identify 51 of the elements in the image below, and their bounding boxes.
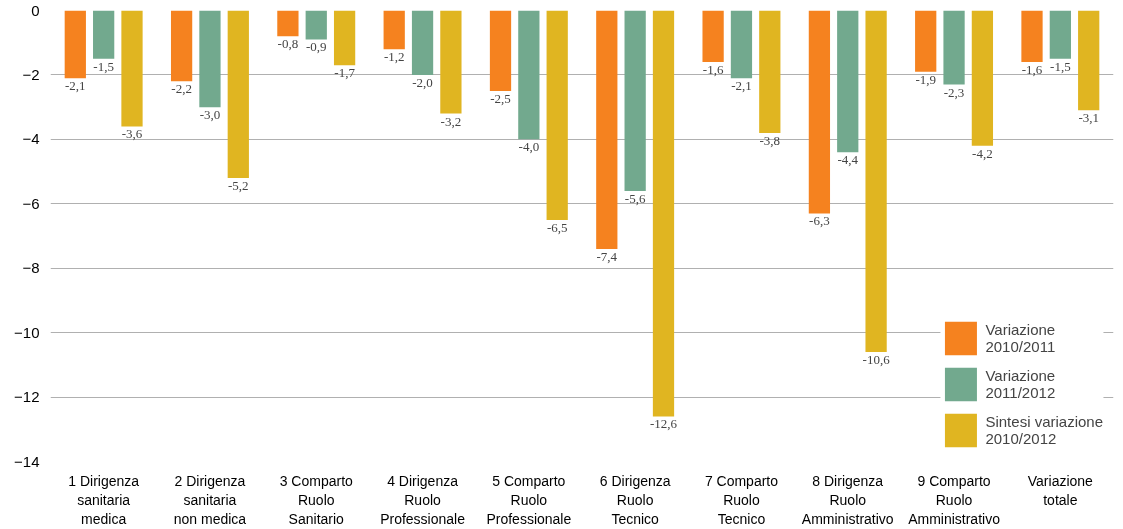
data-label: -6,3	[809, 213, 830, 229]
legend-label: Sintesi variazione 2010/2012	[985, 413, 1103, 447]
y-tick-label: −14	[14, 452, 40, 470]
y-tick-label: 0	[31, 1, 40, 19]
data-label: -3,2	[440, 113, 462, 129]
data-label: -1,6	[1021, 62, 1043, 78]
data-label: -1,7	[334, 65, 356, 81]
data-label: -4,2	[972, 145, 993, 161]
y-tick-label: −2	[22, 65, 40, 83]
x-tick-label: 9 Comparto Ruolo Amministrativo	[908, 472, 1001, 527]
data-label: -2,1	[65, 78, 86, 94]
data-label: -0,8	[277, 36, 299, 52]
data-label: -1,5	[1050, 58, 1071, 74]
x-tick-label: Variazione totale	[1027, 472, 1094, 508]
data-label: -1,2	[383, 49, 405, 65]
legend-label: Variazione 2010/2011	[985, 321, 1056, 355]
data-label: -3,1	[1078, 110, 1099, 126]
data-label: -4,4	[837, 152, 859, 168]
data-label: -2,1	[731, 78, 752, 94]
data-label: -0,9	[305, 39, 327, 55]
data-label: -2,3	[943, 84, 965, 100]
data-label: -2,2	[171, 81, 192, 97]
y-tick-label: −6	[22, 194, 40, 212]
data-label: -3,8	[759, 132, 781, 148]
data-label: -10,6	[862, 351, 891, 367]
data-label: -2,0	[412, 74, 433, 90]
data-label: -6,5	[546, 219, 568, 235]
data-label: -12,6	[649, 416, 678, 432]
x-tick-label: 3 Comparto Ruolo Sanitario	[279, 472, 354, 527]
data-label: -4,0	[518, 139, 540, 155]
data-label: -5,6	[624, 190, 646, 206]
x-tick-label: 1 Dirigenza sanitaria medica	[68, 472, 140, 527]
data-label: -3,0	[199, 107, 221, 123]
y-tick-label: −10	[14, 323, 40, 341]
data-label: -1,9	[915, 71, 937, 87]
y-tick-label: −8	[22, 259, 40, 277]
legend-label: Variazione 2011/2012	[985, 367, 1056, 401]
data-label: -1,5	[93, 58, 114, 74]
data-label: -7,4	[596, 248, 618, 264]
x-tick-label: 5 Comparto Ruolo Professionale	[486, 472, 572, 527]
data-label: -5,2	[228, 178, 249, 194]
y-tick-label: −4	[22, 130, 40, 148]
x-tick-label: 4 Dirigenza Ruolo Professionale	[380, 472, 466, 527]
x-tick-label: 8 Dirigenza Ruolo Amministrativo	[801, 472, 894, 527]
x-tick-label: 6 Dirigenza Ruolo Tecnico	[599, 472, 671, 527]
data-label: -2,5	[490, 91, 511, 107]
data-label: -3,6	[121, 126, 143, 142]
x-tick-label: 7 Comparto Ruolo Tecnico	[704, 472, 779, 527]
y-tick-label: −12	[14, 388, 40, 406]
x-tick-label: 2 Dirigenza sanitaria non medica	[173, 472, 247, 527]
data-label: -1,6	[702, 62, 724, 78]
